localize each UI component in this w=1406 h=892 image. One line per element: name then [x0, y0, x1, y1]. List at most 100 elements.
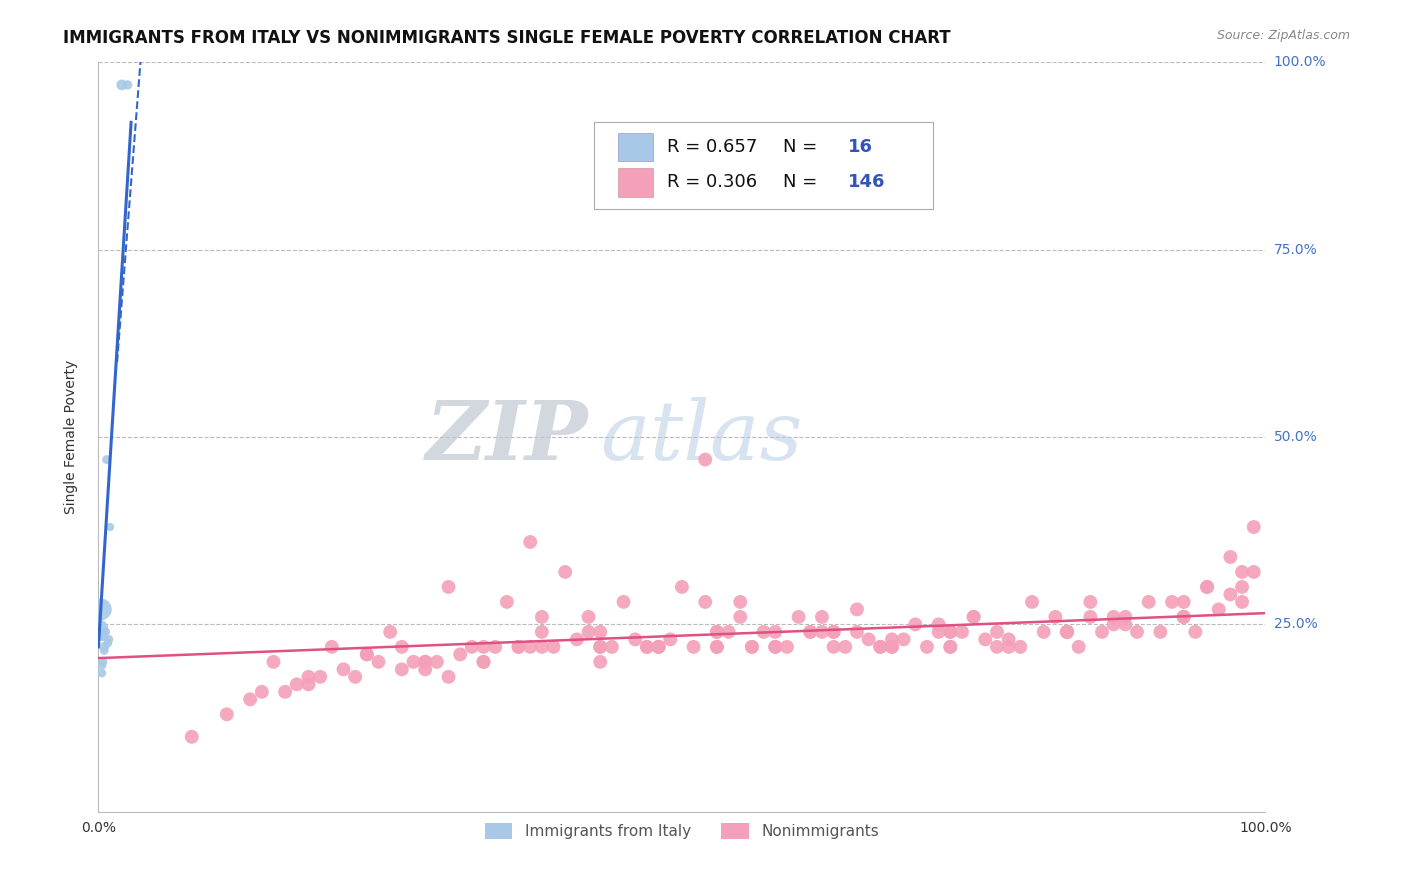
Point: [93, 643, 115, 657]
Point: [285, 677, 308, 691]
Point: [565, 632, 588, 647]
Point: [1056, 624, 1078, 639]
Point: [1230, 580, 1253, 594]
Point: [519, 640, 541, 654]
Point: [869, 640, 891, 654]
Point: [636, 640, 658, 654]
Point: [1114, 610, 1136, 624]
Point: [763, 640, 786, 654]
Point: [91, 655, 114, 669]
Point: [530, 610, 553, 624]
Point: [1045, 610, 1067, 624]
Point: [437, 580, 460, 594]
Point: [484, 640, 506, 654]
Point: [962, 610, 984, 624]
Point: [1032, 624, 1054, 639]
Point: [799, 624, 821, 639]
Point: [543, 640, 565, 654]
Point: [1243, 520, 1265, 534]
Point: [880, 632, 903, 647]
Point: [90, 602, 112, 616]
Point: [647, 640, 669, 654]
Point: [402, 655, 425, 669]
Text: 146: 146: [848, 173, 886, 191]
Point: [321, 640, 343, 654]
Text: 75.0%: 75.0%: [1274, 243, 1317, 257]
Point: [823, 640, 845, 654]
Text: 100.0%: 100.0%: [1274, 55, 1326, 70]
Point: [449, 648, 471, 662]
Point: [344, 670, 367, 684]
Point: [939, 624, 962, 639]
Point: [880, 640, 903, 654]
Point: [752, 624, 775, 639]
Point: [1230, 565, 1253, 579]
Point: [846, 602, 869, 616]
Point: [554, 565, 576, 579]
Point: [1114, 617, 1136, 632]
Text: 25.0%: 25.0%: [1274, 617, 1317, 632]
Point: [90, 629, 112, 643]
Text: ZIP: ZIP: [426, 397, 589, 477]
Point: [413, 662, 436, 676]
Point: [1102, 610, 1125, 624]
Point: [1173, 595, 1195, 609]
Point: [613, 595, 636, 609]
Point: [1219, 549, 1241, 564]
Point: [472, 640, 495, 654]
Point: [391, 640, 413, 654]
Point: [1010, 640, 1032, 654]
Point: [636, 640, 658, 654]
Point: [589, 640, 612, 654]
Point: [508, 640, 530, 654]
Point: [799, 624, 821, 639]
Point: [1173, 610, 1195, 624]
Point: [706, 624, 728, 639]
Point: [706, 640, 728, 654]
Point: [695, 595, 717, 609]
Point: [461, 640, 484, 654]
Point: [939, 640, 962, 654]
Bar: [617, 133, 652, 161]
Point: [1067, 640, 1090, 654]
Text: IMMIGRANTS FROM ITALY VS NONIMMIGRANTS SINGLE FEMALE POVERTY CORRELATION CHART: IMMIGRANTS FROM ITALY VS NONIMMIGRANTS S…: [63, 29, 950, 46]
Text: N =: N =: [783, 173, 818, 191]
Point: [695, 452, 717, 467]
Point: [413, 655, 436, 669]
Point: [530, 640, 553, 654]
Point: [578, 624, 600, 639]
Point: [297, 670, 319, 684]
Point: [589, 640, 612, 654]
Point: [472, 655, 495, 669]
Point: [111, 78, 134, 92]
Point: [250, 685, 273, 699]
Point: [823, 624, 845, 639]
Point: [939, 624, 962, 639]
Point: [91, 629, 114, 643]
Point: [297, 677, 319, 691]
Point: [426, 655, 449, 669]
Point: [89, 621, 111, 635]
Point: [928, 617, 950, 632]
Point: [763, 624, 786, 639]
Point: [1195, 580, 1218, 594]
Point: [741, 640, 763, 654]
Legend: Immigrants from Italy, Nonimmigrants: Immigrants from Italy, Nonimmigrants: [479, 817, 884, 846]
Text: 50.0%: 50.0%: [1274, 430, 1317, 444]
Point: [98, 520, 121, 534]
Point: [93, 640, 115, 654]
Point: [1184, 624, 1206, 639]
Point: [472, 655, 495, 669]
Point: [1230, 595, 1253, 609]
Point: [1149, 624, 1171, 639]
Point: [1219, 587, 1241, 601]
Point: [997, 640, 1019, 654]
Point: [274, 685, 297, 699]
Point: [811, 610, 834, 624]
FancyBboxPatch shape: [595, 122, 932, 209]
Point: [962, 610, 984, 624]
Point: [928, 624, 950, 639]
Point: [332, 662, 354, 676]
Point: [986, 640, 1008, 654]
Point: [578, 610, 600, 624]
